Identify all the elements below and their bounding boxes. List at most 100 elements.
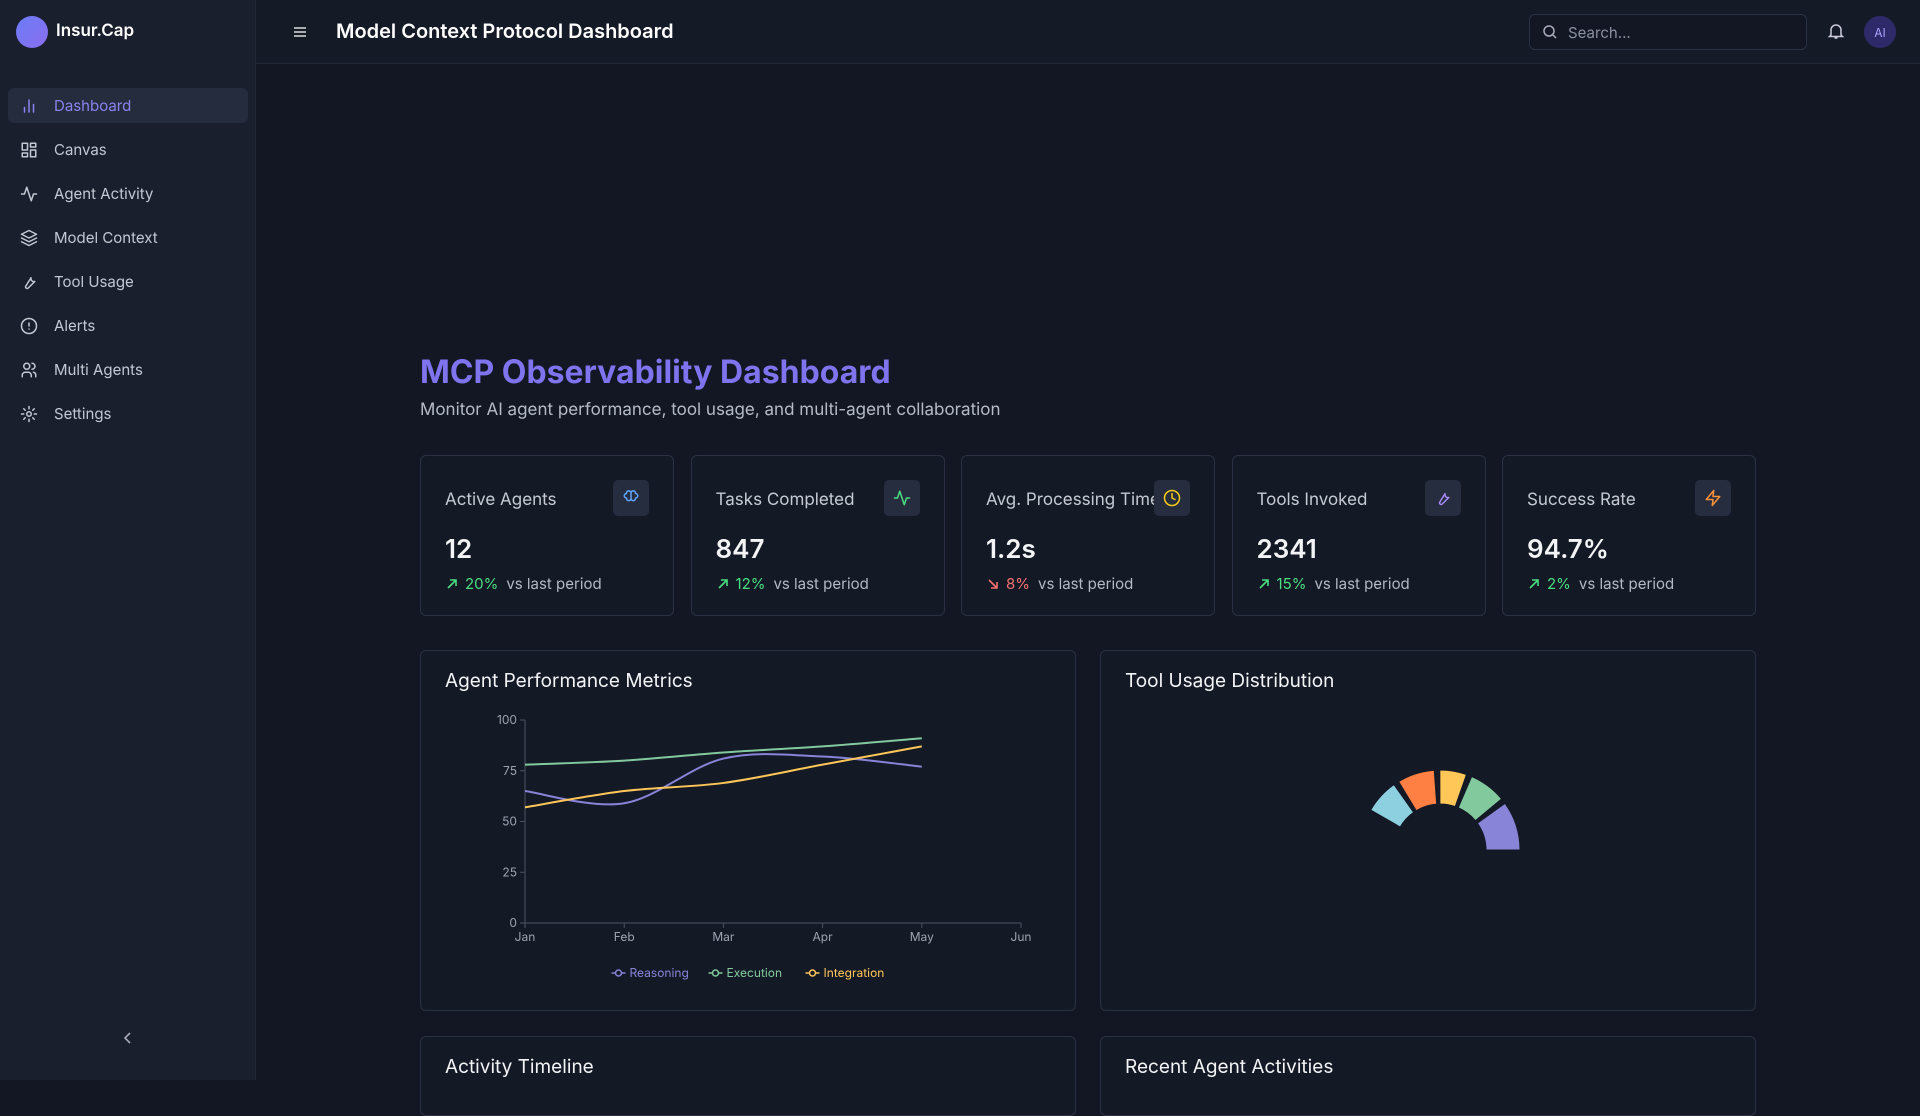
pie-panel: Tool Usage Distribution	[1100, 650, 1756, 1011]
stat-icon	[613, 480, 649, 516]
stat-change: 12% vs last period	[716, 574, 869, 593]
nav-item[interactable]: Model Context	[8, 220, 248, 255]
stat-card: Active Agents 12 20% vs last period	[420, 455, 674, 616]
stat-icon	[1154, 480, 1190, 516]
nav-label: Alerts	[54, 316, 96, 335]
legend-label: Execution	[727, 965, 783, 980]
panel-title: Recent Agent Activities	[1125, 1055, 1334, 1078]
change-value: 12%	[735, 574, 766, 593]
nav-label: Settings	[54, 404, 112, 423]
x-tick-label: Mar	[712, 929, 735, 944]
stat-card: Tasks Completed 847 12% vs last period	[690, 455, 945, 616]
nav-label: Agent Activity	[54, 184, 154, 203]
change-value: 2%	[1547, 574, 1571, 593]
y-tick-label: 100	[497, 712, 517, 727]
nav-item[interactable]: Alerts	[8, 308, 248, 343]
series-line	[524, 745, 922, 809]
trend-arrow	[986, 577, 1000, 591]
nav-item[interactable]: Multi Agents	[8, 352, 248, 387]
panel-title: Agent Performance Metrics	[445, 669, 693, 692]
activities-panel: Recent Agent Activities	[1100, 1036, 1756, 1116]
pie-slice	[1439, 769, 1468, 808]
y-tick-label: 50	[502, 814, 517, 829]
line-panel: Agent Performance Metrics 0 25 50 75 100 Jan F…	[420, 650, 1076, 1011]
panel-title: Activity Timeline	[445, 1055, 594, 1078]
change-note: vs last period	[773, 574, 869, 593]
stat-change: 20% vs last period	[445, 574, 602, 593]
x-tick-label: Apr	[813, 929, 834, 944]
stat-label: Avg. Processing Time	[986, 490, 1160, 510]
pie-slice	[1476, 802, 1521, 851]
collapse-button[interactable]	[120, 1030, 136, 1046]
stat-value: 2341	[1256, 534, 1317, 565]
stat-label: Active Agents	[445, 490, 557, 510]
stat-icon	[883, 480, 920, 516]
logo	[16, 16, 48, 48]
nav-item[interactable]: Agent Activity	[8, 176, 248, 211]
stat-icon	[1695, 480, 1731, 516]
trend-arrow	[716, 577, 730, 591]
nav-item[interactable]: Canvas	[8, 132, 248, 167]
pie-slice	[1397, 769, 1438, 812]
stat-change: 2% vs last period	[1527, 574, 1674, 593]
y-tick-label: 75	[503, 763, 517, 778]
stat-value: 94.7%	[1527, 534, 1609, 565]
nav-item[interactable]: Settings	[8, 396, 248, 431]
change-note: vs last period	[506, 574, 602, 593]
pie-slice	[1370, 783, 1415, 828]
avatar[interactable]: AI	[1864, 16, 1896, 48]
search-placeholder: Search...	[1568, 22, 1631, 42]
stat-change: 15% vs last period	[1257, 574, 1410, 593]
page-subtitle: Monitor AI agent performance, tool usage…	[420, 400, 1001, 420]
nav-label: Multi Agents	[54, 360, 143, 379]
nav-label: Tool Usage	[54, 272, 134, 291]
header-title: Model Context Protocol Dashboard	[336, 19, 674, 43]
legend-icon	[808, 969, 817, 977]
stat-value: 12	[445, 534, 473, 565]
pie-chart	[1370, 769, 1521, 851]
stat-label: Tools Invoked	[1256, 490, 1368, 510]
stat-value: 847	[715, 534, 765, 565]
stat-card: Tools Invoked 2341 15% vs last period	[1231, 455, 1486, 616]
stat-icon	[1424, 480, 1461, 516]
x-tick-label: Feb	[614, 929, 635, 944]
nav-label: Dashboard	[54, 96, 132, 115]
header: Model Context Protocol Dashboard Search.…	[256, 0, 1920, 64]
trend-arrow	[1527, 577, 1541, 591]
trend-arrow	[1257, 577, 1271, 591]
menu-button[interactable]	[292, 24, 308, 44]
stat-card: Success Rate 94.7% 2% vs last period	[1502, 455, 1756, 616]
x-tick-label: May	[910, 929, 934, 944]
stat-label: Success Rate	[1527, 490, 1636, 510]
y-tick-label: 0	[509, 915, 517, 930]
change-value: 15%	[1276, 574, 1307, 593]
notifications-button[interactable]	[1827, 22, 1845, 44]
stat-change: 8% vs last period	[986, 574, 1133, 593]
stat-label: Tasks Completed	[715, 490, 855, 510]
series-line	[524, 737, 922, 766]
change-value: 20%	[465, 574, 499, 593]
stat-value: 1.2s	[986, 534, 1036, 565]
change-value: 8%	[1006, 574, 1031, 593]
legend-label: Integration	[824, 965, 885, 980]
sidebar: Insur.Cap Dashboard Canvas Agent Activity M…	[0, 0, 256, 1080]
pie-slice	[1457, 775, 1503, 822]
legend-label: Reasoning	[630, 965, 689, 980]
y-tick-label: 25	[502, 864, 517, 879]
trend-arrow	[445, 577, 459, 591]
stat-card: Avg. Processing Time 1.2s 8% vs last period	[961, 455, 1215, 616]
change-note: vs last period	[1578, 574, 1675, 593]
nav-item[interactable]: Tool Usage	[8, 264, 248, 299]
page-title: MCP Observability Dashboard	[420, 352, 891, 391]
legend-icon	[614, 969, 623, 977]
nav-item[interactable]: Dashboard	[8, 88, 248, 123]
change-note: vs last period	[1038, 574, 1134, 593]
nav-label: Canvas	[54, 140, 107, 159]
timeline-panel: Activity Timeline	[420, 1036, 1076, 1116]
line-chart: 0 25 50 75 100 Jan Feb Mar Apr May Jun Reasoning Exe…	[497, 712, 1032, 980]
panel-title: Tool Usage Distribution	[1125, 669, 1335, 692]
series-line	[524, 753, 922, 806]
search-box[interactable]: Search...	[1529, 14, 1807, 50]
x-tick-label: Jun	[1010, 929, 1031, 944]
